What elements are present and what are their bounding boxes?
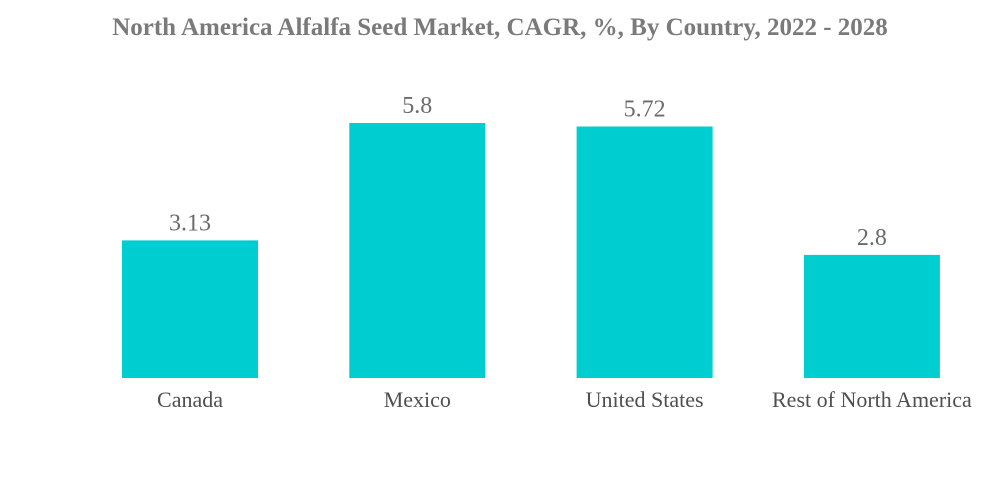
- tick-label-canada: Canada: [157, 387, 223, 412]
- bar-united-states: [576, 126, 713, 378]
- tick-label-united-states: United States: [586, 387, 704, 412]
- data-label-canada: 3.13: [169, 210, 211, 236]
- data-label-mexico: 5.8: [402, 93, 432, 119]
- bar-rest-of-north-america: [803, 254, 940, 378]
- tick-label-rest-of-north-america: Rest of North America: [772, 387, 972, 412]
- bar-mexico: [349, 123, 486, 378]
- bar-canada: [122, 240, 258, 378]
- data-label-rest-of-north-america: 2.8: [857, 225, 887, 251]
- data-label-united-states: 5.72: [624, 97, 666, 123]
- chart-title: North America Alfalfa Seed Market, CAGR,…: [112, 14, 888, 41]
- tick-label-mexico: Mexico: [384, 387, 451, 412]
